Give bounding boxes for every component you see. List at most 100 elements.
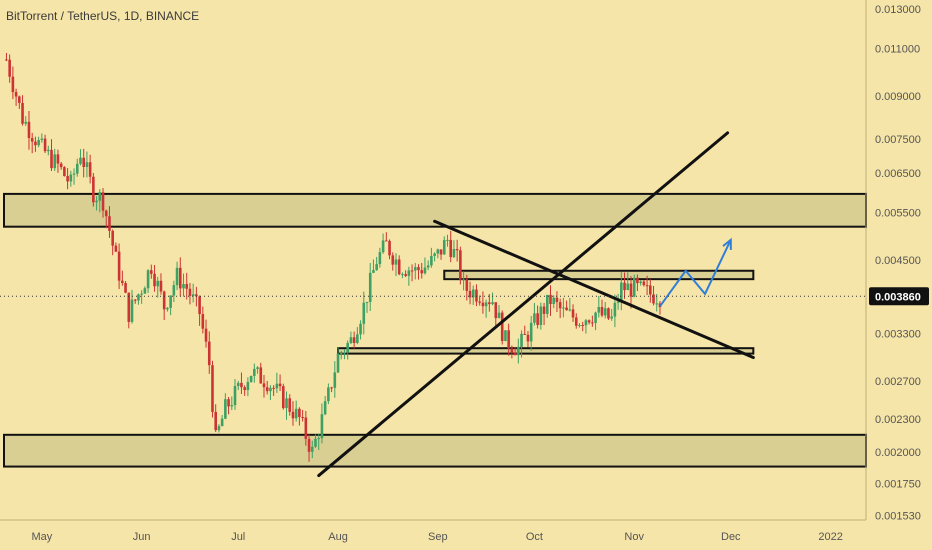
candle-body <box>146 270 150 289</box>
candle-body <box>555 297 559 303</box>
candle-body <box>72 173 76 175</box>
candle-body <box>69 174 73 182</box>
candle-body <box>336 353 340 373</box>
candle-body <box>66 176 69 182</box>
candle-body <box>220 418 224 427</box>
candle-body <box>27 121 31 139</box>
candle-body <box>652 294 655 304</box>
candle-body <box>629 283 633 297</box>
candle-body <box>426 265 430 268</box>
candle-body <box>198 296 201 315</box>
x-tick-label: Aug <box>328 531 348 543</box>
projection-arrowhead <box>722 237 732 250</box>
trendline-2 <box>433 219 755 360</box>
chart-title: BitTorrent / TetherUS, 1D, BINANCE <box>6 9 200 23</box>
candle-body <box>500 312 504 342</box>
candle-body <box>310 446 314 452</box>
candle-body <box>185 284 189 289</box>
candle-body <box>442 240 446 255</box>
candle-body <box>85 162 89 167</box>
candle-body <box>446 239 449 241</box>
candle-body <box>510 348 514 353</box>
y-tick-label: 0.006500 <box>875 168 921 180</box>
candle-body <box>137 294 140 301</box>
x-tick-label: Sep <box>428 531 448 543</box>
candle-body <box>159 280 163 292</box>
candle-body <box>349 337 353 344</box>
candle-body <box>642 281 646 286</box>
candle-body <box>417 267 420 271</box>
candle-body <box>562 307 565 309</box>
last-price-label: 0.003860 <box>875 291 921 303</box>
candle-body <box>188 288 192 296</box>
candle-body <box>484 302 488 307</box>
candle-body <box>430 255 433 266</box>
candle-body <box>317 438 321 440</box>
candle-body <box>533 313 536 323</box>
candle-body <box>636 277 639 284</box>
candle-body <box>404 274 407 276</box>
candle-body <box>111 230 114 246</box>
last-price-tag <box>869 287 929 306</box>
candle-body <box>610 316 613 319</box>
zone-3 <box>337 347 755 355</box>
candle-body <box>568 309 572 311</box>
y-tick-label: 0.002700 <box>875 376 921 388</box>
candle-body <box>488 302 491 305</box>
candle-body <box>491 302 494 305</box>
candle-body <box>320 414 324 439</box>
candle-body <box>11 76 15 93</box>
candle-body <box>256 367 259 369</box>
x-tick-label: Nov <box>624 531 644 543</box>
candle-body <box>645 285 649 287</box>
candle-body <box>211 365 214 412</box>
candle-body <box>224 399 227 419</box>
x-tick-label: 2022 <box>818 531 842 543</box>
candle-body <box>30 138 34 142</box>
candle-body <box>339 352 343 354</box>
candle-body <box>327 387 330 402</box>
trendline-1 <box>317 131 730 478</box>
candle-body <box>262 383 266 388</box>
candle-body <box>124 283 127 293</box>
candle-body <box>465 279 469 291</box>
candle-body <box>478 301 481 303</box>
candle-body <box>381 240 385 253</box>
candle-body <box>558 302 562 309</box>
candle-body <box>455 249 459 251</box>
candle-body <box>423 267 427 274</box>
candle-body <box>494 302 498 319</box>
zone-4 <box>3 433 867 468</box>
candle-body <box>272 387 275 389</box>
candle-body <box>365 301 369 303</box>
candle-body <box>214 411 217 431</box>
candle-body <box>246 382 250 391</box>
candle-body <box>359 323 362 335</box>
candle-body <box>649 285 652 295</box>
candle-body <box>385 240 388 242</box>
x-tick-label: Jun <box>133 531 151 543</box>
candle-body <box>43 138 47 152</box>
candle-body <box>372 270 375 273</box>
candle-body <box>459 250 462 280</box>
candle-body <box>172 285 176 296</box>
candle-body <box>201 314 205 329</box>
candle-body <box>37 140 40 146</box>
candle-body <box>95 200 98 203</box>
candle-body <box>536 313 539 325</box>
candle-body <box>298 408 301 418</box>
candle-body <box>591 322 594 324</box>
candle-body <box>436 249 440 254</box>
candle-body <box>166 307 169 310</box>
candle-body <box>301 417 304 419</box>
candle-body <box>285 398 288 409</box>
candle-body <box>195 294 198 297</box>
candle-body <box>507 330 510 349</box>
candle-body <box>452 249 456 258</box>
candle-body <box>92 176 95 203</box>
candle-body <box>175 267 179 286</box>
candle-body <box>240 382 243 388</box>
x-tick-label: May <box>31 531 52 543</box>
candle-body <box>53 154 57 169</box>
